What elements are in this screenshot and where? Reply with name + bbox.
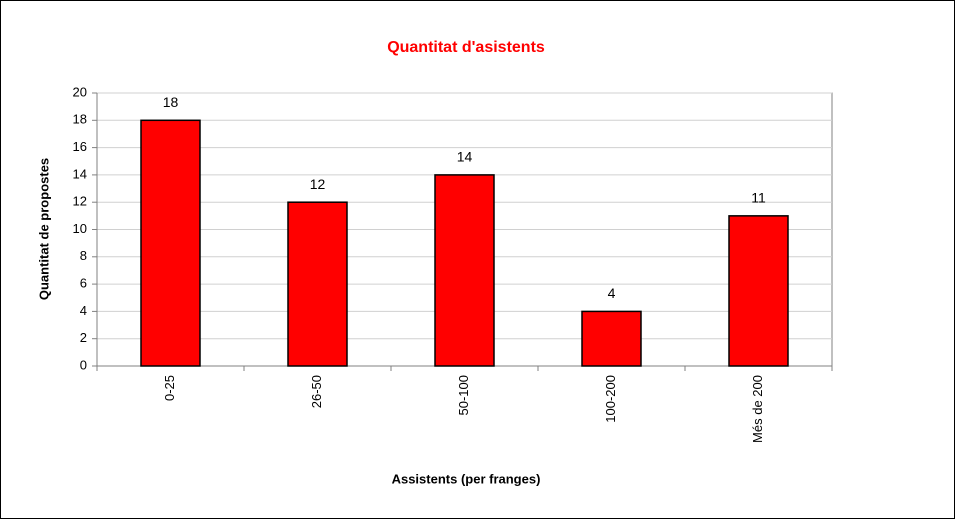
y-tick-label: 10 <box>73 221 87 236</box>
data-label: 4 <box>608 285 616 301</box>
y-tick-label: 6 <box>80 276 87 291</box>
bar <box>581 310 642 367</box>
bar <box>434 174 495 367</box>
y-tick-label: 18 <box>73 112 87 127</box>
y-tick-label: 8 <box>80 248 87 263</box>
x-axis-label: Assistents (per franges) <box>392 471 541 486</box>
bar <box>140 119 201 367</box>
data-label: 14 <box>457 149 473 165</box>
y-tick-label: 12 <box>73 194 87 209</box>
y-tick-label: 2 <box>80 330 87 345</box>
data-label: 11 <box>751 190 766 206</box>
bar <box>287 201 348 367</box>
data-label: 12 <box>310 176 326 192</box>
x-tick-label: 0-25 <box>162 375 177 401</box>
y-axis-label: Quantitat de propostes <box>36 158 51 300</box>
x-tick-label: 26-50 <box>309 375 324 408</box>
y-tick-label: 16 <box>73 139 87 154</box>
data-label: 18 <box>163 94 179 110</box>
bar <box>728 215 789 367</box>
x-tick-label: Més de 200 <box>750 375 765 443</box>
y-tick-label: 20 <box>73 84 87 99</box>
y-tick-label: 0 <box>80 357 87 372</box>
y-tick-label: 4 <box>80 303 87 318</box>
y-tick-label: 14 <box>73 166 87 181</box>
chart-title: Quantitat d'asistents <box>387 39 545 56</box>
x-tick-label: 50-100 <box>456 375 471 415</box>
x-tick-label: 100-200 <box>603 375 618 423</box>
